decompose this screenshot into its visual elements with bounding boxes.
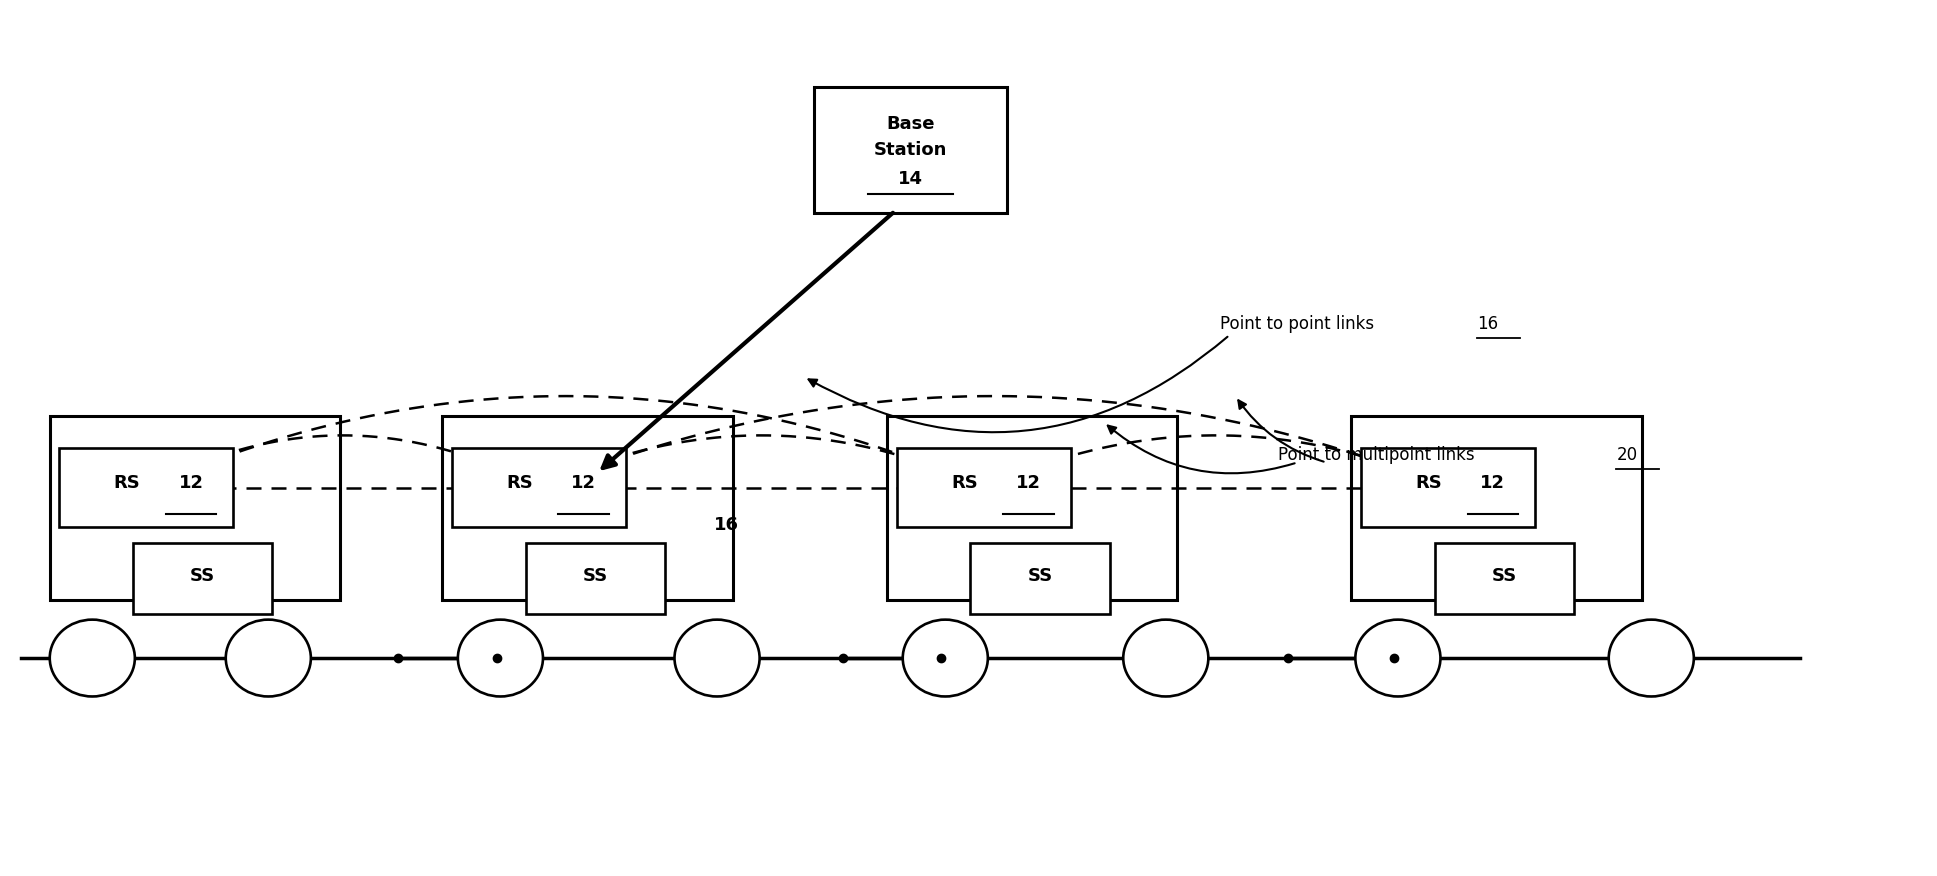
Text: Base: Base	[887, 115, 936, 132]
Text: RS: RS	[114, 475, 141, 492]
Text: 12: 12	[571, 475, 597, 492]
Ellipse shape	[50, 619, 136, 696]
Text: RS: RS	[1416, 475, 1443, 492]
Text: RS: RS	[506, 475, 533, 492]
Text: 16: 16	[1478, 315, 1499, 334]
Ellipse shape	[227, 619, 310, 696]
Bar	[451, 449, 626, 527]
Bar	[525, 543, 664, 614]
Text: SS: SS	[1491, 567, 1517, 585]
Text: 16: 16	[715, 516, 740, 534]
Ellipse shape	[1123, 619, 1209, 696]
Bar	[134, 543, 273, 614]
Text: 12: 12	[178, 475, 203, 492]
Text: Point to point links: Point to point links	[1220, 315, 1379, 334]
Bar	[897, 449, 1071, 527]
Bar	[50, 416, 339, 599]
Bar	[442, 416, 732, 599]
Bar	[1362, 449, 1536, 527]
Text: SS: SS	[190, 567, 215, 585]
Text: SS: SS	[583, 567, 608, 585]
Text: 14: 14	[899, 170, 922, 187]
Bar	[887, 416, 1178, 599]
Ellipse shape	[1610, 619, 1693, 696]
Ellipse shape	[1356, 619, 1441, 696]
Bar	[1352, 416, 1643, 599]
Bar	[1435, 543, 1575, 614]
Bar	[970, 543, 1110, 614]
Ellipse shape	[457, 619, 542, 696]
Ellipse shape	[903, 619, 988, 696]
Text: 12: 12	[1017, 475, 1040, 492]
Text: Station: Station	[874, 141, 947, 159]
Text: RS: RS	[951, 475, 978, 492]
Text: SS: SS	[1027, 567, 1052, 585]
Text: 12: 12	[1480, 475, 1505, 492]
Ellipse shape	[674, 619, 759, 696]
Text: 20: 20	[1617, 447, 1637, 464]
Bar	[814, 87, 1007, 213]
Bar	[60, 449, 234, 527]
Text: Point to multipoint links: Point to multipoint links	[1278, 447, 1480, 464]
